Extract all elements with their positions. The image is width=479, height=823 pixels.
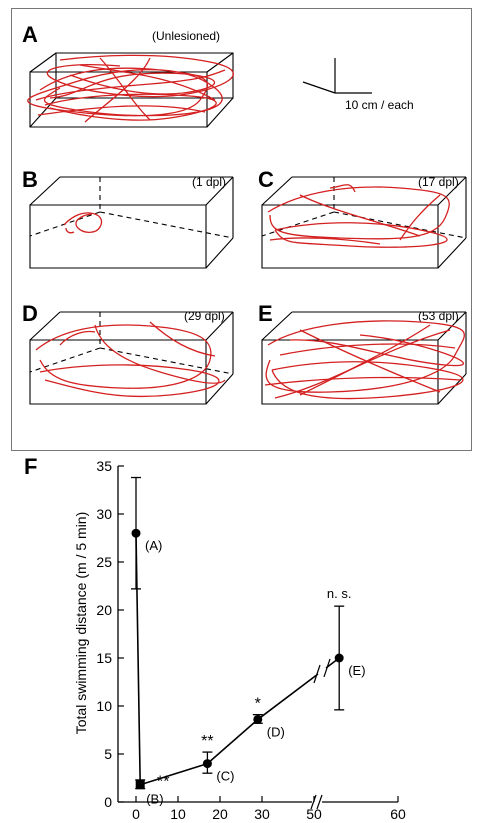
scale-bar-label: 10 cm / each [345, 98, 414, 112]
point-label: (B) [146, 792, 163, 807]
significance-label: * [255, 696, 261, 713]
data-point [253, 714, 263, 724]
x-tick-label: 20 [212, 806, 228, 822]
series-line-segment [257, 673, 319, 721]
y-axis-label: Total swimming distance (m / 5 min) [73, 512, 89, 735]
series-break-mark [323, 658, 331, 678]
data-point [202, 759, 212, 769]
swim-trace-a [27, 54, 234, 123]
condition-label-a: (Unlesioned) [152, 29, 220, 43]
point-label: (A) [145, 538, 162, 553]
x-tick-label: 10 [170, 806, 186, 822]
x-tick-label: 50 [306, 806, 322, 822]
swim-trace-e [264, 320, 465, 400]
swim-trace-d [35, 321, 226, 398]
panel-label-e: E [258, 301, 273, 326]
y-tick-label: 15 [96, 650, 112, 666]
point-label: (E) [348, 663, 365, 678]
y-tick-label: 10 [96, 698, 112, 714]
tank-box-d [29, 311, 234, 405]
y-tick-label: 20 [96, 602, 112, 618]
x-tick-label: 0 [132, 806, 140, 822]
condition-label-b: (1 dpl) [192, 175, 226, 189]
x-tick-label: 30 [254, 806, 270, 822]
panel-label-c: C [258, 167, 274, 192]
data-point [334, 653, 344, 663]
panel-label-f: F [24, 454, 37, 479]
y-tick-label: 0 [104, 794, 112, 810]
y-tick-label: 35 [96, 458, 112, 474]
series-line-segment [139, 762, 208, 786]
data-point [135, 780, 145, 790]
x-tick-label: 60 [390, 806, 406, 822]
panel-frame [11, 8, 472, 451]
point-label: (C) [216, 769, 234, 784]
significance-label: n. s. [327, 586, 352, 601]
panel-label-d: D [22, 301, 38, 326]
panel-label-a: A [22, 22, 38, 47]
swim-trace-b [63, 212, 103, 234]
series-line-segment [206, 718, 259, 765]
x-axis-break-mark [316, 794, 323, 810]
chart-series: (A)(B)** (C)**(D)*(E)n. s. [131, 476, 366, 807]
condition-label-c: (17 dpl) [418, 175, 459, 189]
condition-label-d: (29 dpl) [184, 309, 225, 323]
point-label: (D) [267, 724, 285, 739]
y-tick-label: 25 [96, 554, 112, 570]
y-tick-label: 30 [96, 506, 112, 522]
series-break-mark [313, 664, 321, 684]
series-line-segment [135, 533, 141, 785]
significance-label: ** [157, 774, 169, 791]
condition-label-e: (53 dpl) [418, 309, 459, 323]
panel-label-b: B [22, 167, 38, 192]
scale-bar [302, 58, 372, 94]
y-tick-label: 5 [104, 746, 112, 762]
data-point [131, 528, 141, 538]
swim-trace-c [267, 184, 450, 248]
significance-label: ** [201, 733, 213, 750]
chart-axes: 0 5 10 15 20 25 30 35 0 10 20 30 50 60 [96, 458, 406, 822]
tank-box-b [29, 176, 234, 269]
